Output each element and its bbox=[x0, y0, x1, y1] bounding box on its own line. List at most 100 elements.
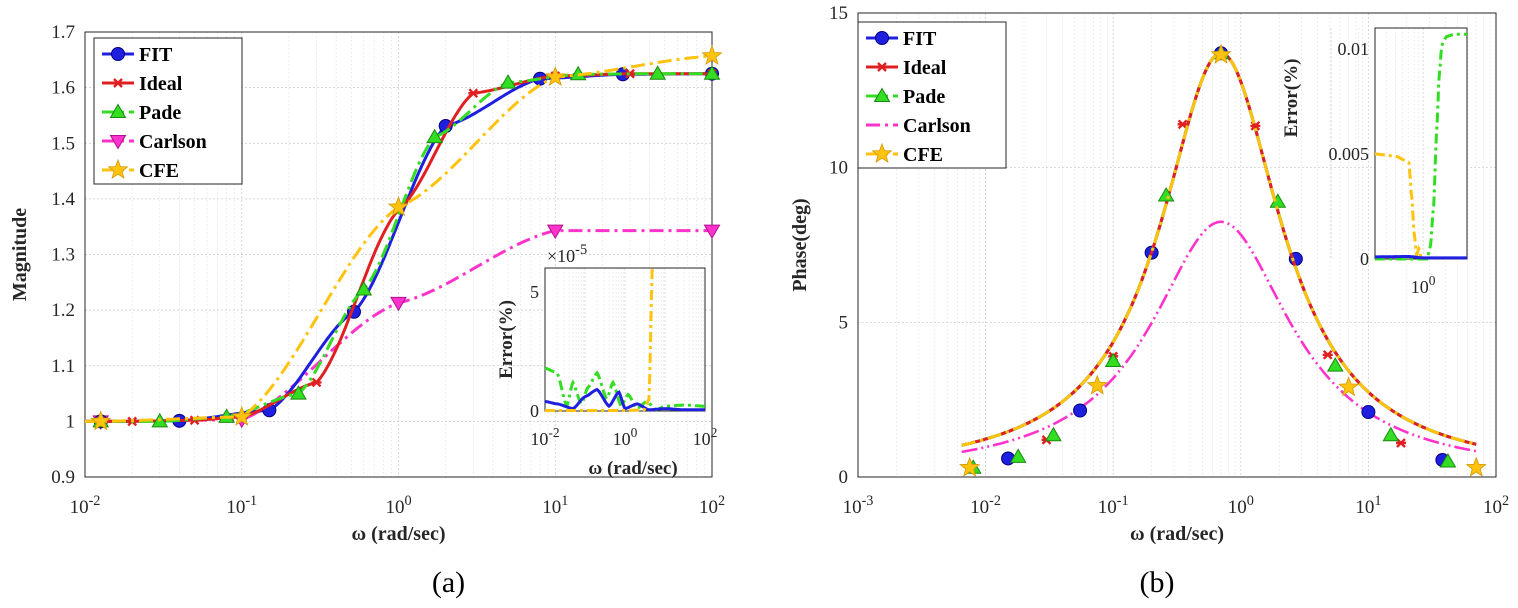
legend-item-carlson: Carlson bbox=[102, 131, 207, 153]
x-axis-title: ω (rad/sec) bbox=[1130, 523, 1224, 545]
inset-series-fit bbox=[1375, 255, 1467, 260]
data-point bbox=[90, 410, 112, 431]
legend-marker bbox=[871, 142, 893, 164]
data-point bbox=[1382, 426, 1400, 442]
legend-label: FIT bbox=[139, 44, 173, 66]
legend-marker bbox=[877, 62, 887, 72]
legend-label: Pade bbox=[139, 102, 181, 124]
legend-item-pade: Pade bbox=[102, 102, 181, 124]
legend-label: Ideal bbox=[139, 73, 183, 95]
legend-item-cfe: CFE bbox=[866, 142, 943, 166]
inset-exponent: ×10-5 bbox=[547, 242, 587, 266]
x-tick-label: 100 bbox=[1228, 493, 1254, 518]
chart-a: 0.9 1 1.1 1.2 1.3 1.4 1.5 1.6 1.7 10-2 10-1 100 101 1… bbox=[9, 22, 725, 599]
data-point bbox=[1326, 357, 1344, 372]
data-point bbox=[390, 296, 407, 312]
legend-item-ideal: Ideal bbox=[102, 73, 183, 95]
series-cfe bbox=[959, 43, 1487, 477]
data-point bbox=[649, 65, 667, 80]
inset-series-pade bbox=[544, 366, 705, 412]
y-tick-label: 1.5 bbox=[51, 133, 75, 154]
data-point bbox=[703, 65, 721, 80]
y-tick-label: 1.1 bbox=[51, 356, 75, 377]
y-tick-label: 5 bbox=[839, 312, 849, 333]
legend-label: Ideal bbox=[903, 57, 947, 79]
data-point bbox=[231, 405, 253, 426]
legend-marker bbox=[107, 158, 129, 180]
legend: FIT Ideal Pade Carlson CFE bbox=[857, 21, 1007, 169]
data-point bbox=[1104, 352, 1122, 367]
inset-x-tick: 102 bbox=[693, 425, 718, 449]
legend-marker bbox=[873, 87, 891, 102]
data-point bbox=[1073, 403, 1088, 418]
data-point bbox=[625, 68, 636, 79]
data-point bbox=[703, 224, 721, 240]
legend-label: CFE bbox=[139, 160, 179, 182]
y-tick-label: 1.4 bbox=[51, 189, 75, 210]
inset-b: 0 0.005 0.01 100 Error(%) bbox=[1281, 27, 1468, 297]
data-point bbox=[1465, 456, 1487, 477]
plot-frame bbox=[84, 31, 713, 478]
inset-a: 0 5 10-2 100 102 ×10-5 Error(%) ω (rad/sec) bbox=[496, 242, 717, 479]
inset-y-tick: 0 bbox=[1360, 249, 1369, 269]
legend-item-ideal: Ideal bbox=[866, 57, 947, 79]
y-tick-label: 1.3 bbox=[51, 245, 75, 266]
legend-marker bbox=[113, 78, 123, 88]
y-tick-label: 1.7 bbox=[51, 22, 75, 43]
y-tick-label: 1.2 bbox=[51, 300, 75, 321]
inset-x-tick: 100 bbox=[613, 425, 638, 449]
inset-y-tick: 0.01 bbox=[1338, 39, 1370, 59]
legend-marker bbox=[109, 135, 127, 150]
inset-x-tick: 10-2 bbox=[530, 425, 559, 449]
x-tick-label: 100 bbox=[385, 493, 411, 518]
legend-item-cfe: CFE bbox=[102, 158, 179, 182]
inset-y-tick: 0 bbox=[530, 401, 539, 421]
legend-label: Carlson bbox=[903, 115, 971, 137]
legend-item-pade: Pade bbox=[866, 86, 945, 108]
data-point bbox=[701, 44, 723, 65]
inset-series-cfe bbox=[1375, 152, 1427, 261]
legend-item-fit: FIT bbox=[102, 44, 173, 66]
y-tick-label: 10 bbox=[829, 158, 848, 179]
series-cfe bbox=[85, 44, 723, 431]
x-tick-label: 10-2 bbox=[970, 493, 1001, 518]
series-carlson bbox=[961, 220, 1477, 454]
legend-label: Pade bbox=[903, 86, 945, 108]
x-tick-label: 10-1 bbox=[226, 493, 257, 518]
data-point bbox=[1322, 349, 1333, 360]
data-point bbox=[387, 196, 410, 217]
y-axis-title: Magnitude bbox=[9, 208, 31, 301]
data-point bbox=[355, 281, 373, 296]
plot-frame bbox=[857, 12, 1497, 478]
y-tick-label: 1 bbox=[66, 411, 76, 432]
x-tick-label: 10-3 bbox=[843, 493, 874, 518]
panel-label-b: (b) bbox=[1140, 566, 1175, 599]
data-point bbox=[1086, 374, 1108, 395]
series-line bbox=[85, 54, 713, 423]
legend-item-fit: FIT bbox=[866, 28, 937, 50]
data-point bbox=[959, 456, 981, 477]
data-point bbox=[499, 74, 517, 89]
legend-label: CFE bbox=[903, 144, 943, 166]
inset-background bbox=[1375, 28, 1467, 259]
data-point bbox=[1177, 119, 1188, 130]
y-axis-title: Phase(deg) bbox=[789, 198, 811, 291]
data-point bbox=[1338, 376, 1360, 397]
x-tick-label: 10-2 bbox=[70, 493, 101, 518]
legend: FIT Ideal Pade Carlson CFE bbox=[93, 37, 243, 185]
data-point bbox=[311, 377, 322, 388]
data-point bbox=[1009, 448, 1027, 463]
panel-label-a: (a) bbox=[432, 566, 465, 599]
data-point bbox=[544, 65, 566, 87]
inset-series-fit bbox=[544, 387, 705, 412]
inset-y-title: Error(%) bbox=[1281, 59, 1302, 138]
y-tick-label: 15 bbox=[829, 3, 848, 24]
x-axis-title: ω (rad/sec) bbox=[351, 523, 445, 545]
y-tick-label: 0 bbox=[839, 467, 849, 488]
legend-marker bbox=[109, 103, 127, 118]
legend-marker bbox=[111, 47, 125, 61]
x-tick-label: 102 bbox=[1483, 493, 1509, 518]
inset-x-tick: 100 bbox=[1411, 273, 1436, 297]
data-point bbox=[546, 224, 564, 240]
y-tick-label: 1.6 bbox=[51, 78, 75, 99]
